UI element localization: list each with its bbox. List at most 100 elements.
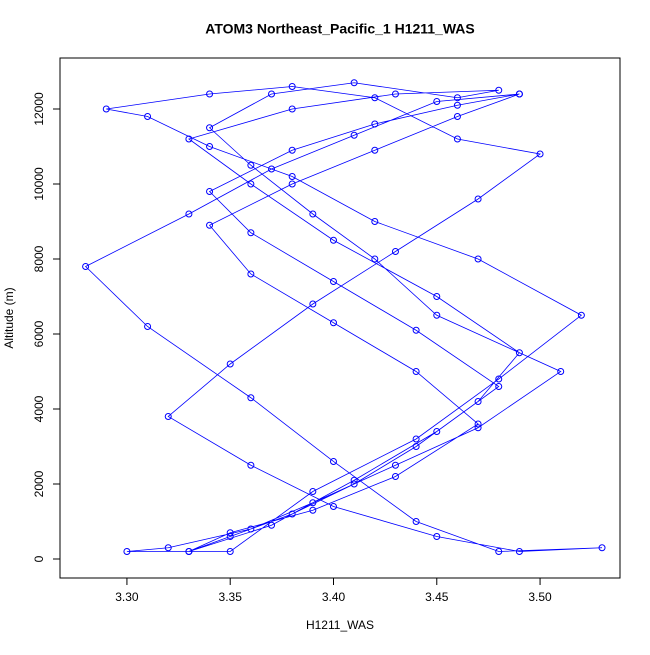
point: [144, 112, 152, 120]
point: [206, 90, 214, 98]
point: [288, 180, 296, 188]
point: [453, 112, 461, 120]
point: [474, 420, 482, 428]
x-tick-label: 3.40: [322, 590, 346, 604]
plot-frame: [59, 57, 621, 579]
point: [82, 262, 90, 270]
point: [288, 105, 296, 113]
point: [433, 97, 441, 105]
point: [515, 90, 523, 98]
point: [247, 180, 255, 188]
point: [350, 131, 358, 139]
point: [350, 476, 358, 484]
y-tick-label: 4000: [32, 395, 46, 422]
point: [329, 277, 337, 285]
point: [495, 547, 503, 555]
point: [288, 146, 296, 154]
point: [309, 506, 317, 514]
point: [350, 79, 358, 87]
point: [185, 135, 193, 143]
point: [474, 255, 482, 263]
point: [371, 120, 379, 128]
point: [412, 435, 420, 443]
y-tick-label: 10000: [32, 167, 46, 201]
point: [557, 367, 565, 375]
point: [206, 221, 214, 229]
point: [474, 424, 482, 432]
chart-title: ATOM3 Northeast_Pacific_1 H1211_WAS: [205, 21, 475, 37]
point: [391, 461, 399, 469]
point: [329, 319, 337, 327]
point: [474, 397, 482, 405]
point: [144, 322, 152, 330]
point: [247, 161, 255, 169]
point: [371, 94, 379, 102]
point: [309, 499, 317, 507]
point: [206, 187, 214, 195]
point: [329, 502, 337, 510]
point: [495, 86, 503, 94]
point: [309, 300, 317, 308]
point: [391, 472, 399, 480]
point: [309, 487, 317, 495]
point: [268, 90, 276, 98]
point: [433, 311, 441, 319]
point: [412, 367, 420, 375]
point: [350, 480, 358, 488]
point: [247, 394, 255, 402]
point: [453, 135, 461, 143]
point: [164, 412, 172, 420]
point: [226, 529, 234, 537]
point: [598, 544, 606, 552]
point: [268, 521, 276, 529]
point: [288, 172, 296, 180]
point: [268, 165, 276, 173]
point: [412, 517, 420, 525]
point: [247, 270, 255, 278]
point: [412, 442, 420, 450]
point: [371, 217, 379, 225]
point: [206, 142, 214, 150]
point: [247, 461, 255, 469]
point: [164, 544, 172, 552]
point: [288, 82, 296, 90]
series-line: [84, 82, 603, 552]
point: [577, 311, 585, 319]
y-tick-label: 12000: [32, 92, 46, 126]
x-tick-label: 3.30: [115, 590, 139, 604]
point: [329, 236, 337, 244]
y-tick-label: 6000: [32, 320, 46, 347]
point: [288, 510, 296, 518]
x-tick-label: 3.35: [219, 590, 243, 604]
point: [515, 547, 523, 555]
x-tick-label: 3.50: [528, 590, 552, 604]
point: [206, 124, 214, 132]
y-axis-label: Altitude (m): [2, 287, 16, 348]
point: [391, 247, 399, 255]
point: [495, 382, 503, 390]
point: [371, 255, 379, 263]
point: [102, 105, 110, 113]
y-tick-label: 2000: [32, 470, 46, 497]
point: [226, 532, 234, 540]
point: [123, 547, 131, 555]
point: [185, 547, 193, 555]
point: [433, 292, 441, 300]
point: [247, 525, 255, 533]
point: [329, 457, 337, 465]
point: [412, 326, 420, 334]
point: [185, 210, 193, 218]
point: [536, 150, 544, 158]
point: [495, 375, 503, 383]
point: [453, 94, 461, 102]
x-tick-label: 3.45: [425, 590, 449, 604]
point: [226, 547, 234, 555]
point: [226, 360, 234, 368]
point: [247, 229, 255, 237]
point: [515, 349, 523, 357]
x-axis-label: H1211_WAS: [306, 618, 374, 632]
y-tick-label: 8000: [32, 245, 46, 272]
point: [433, 532, 441, 540]
point: [474, 195, 482, 203]
